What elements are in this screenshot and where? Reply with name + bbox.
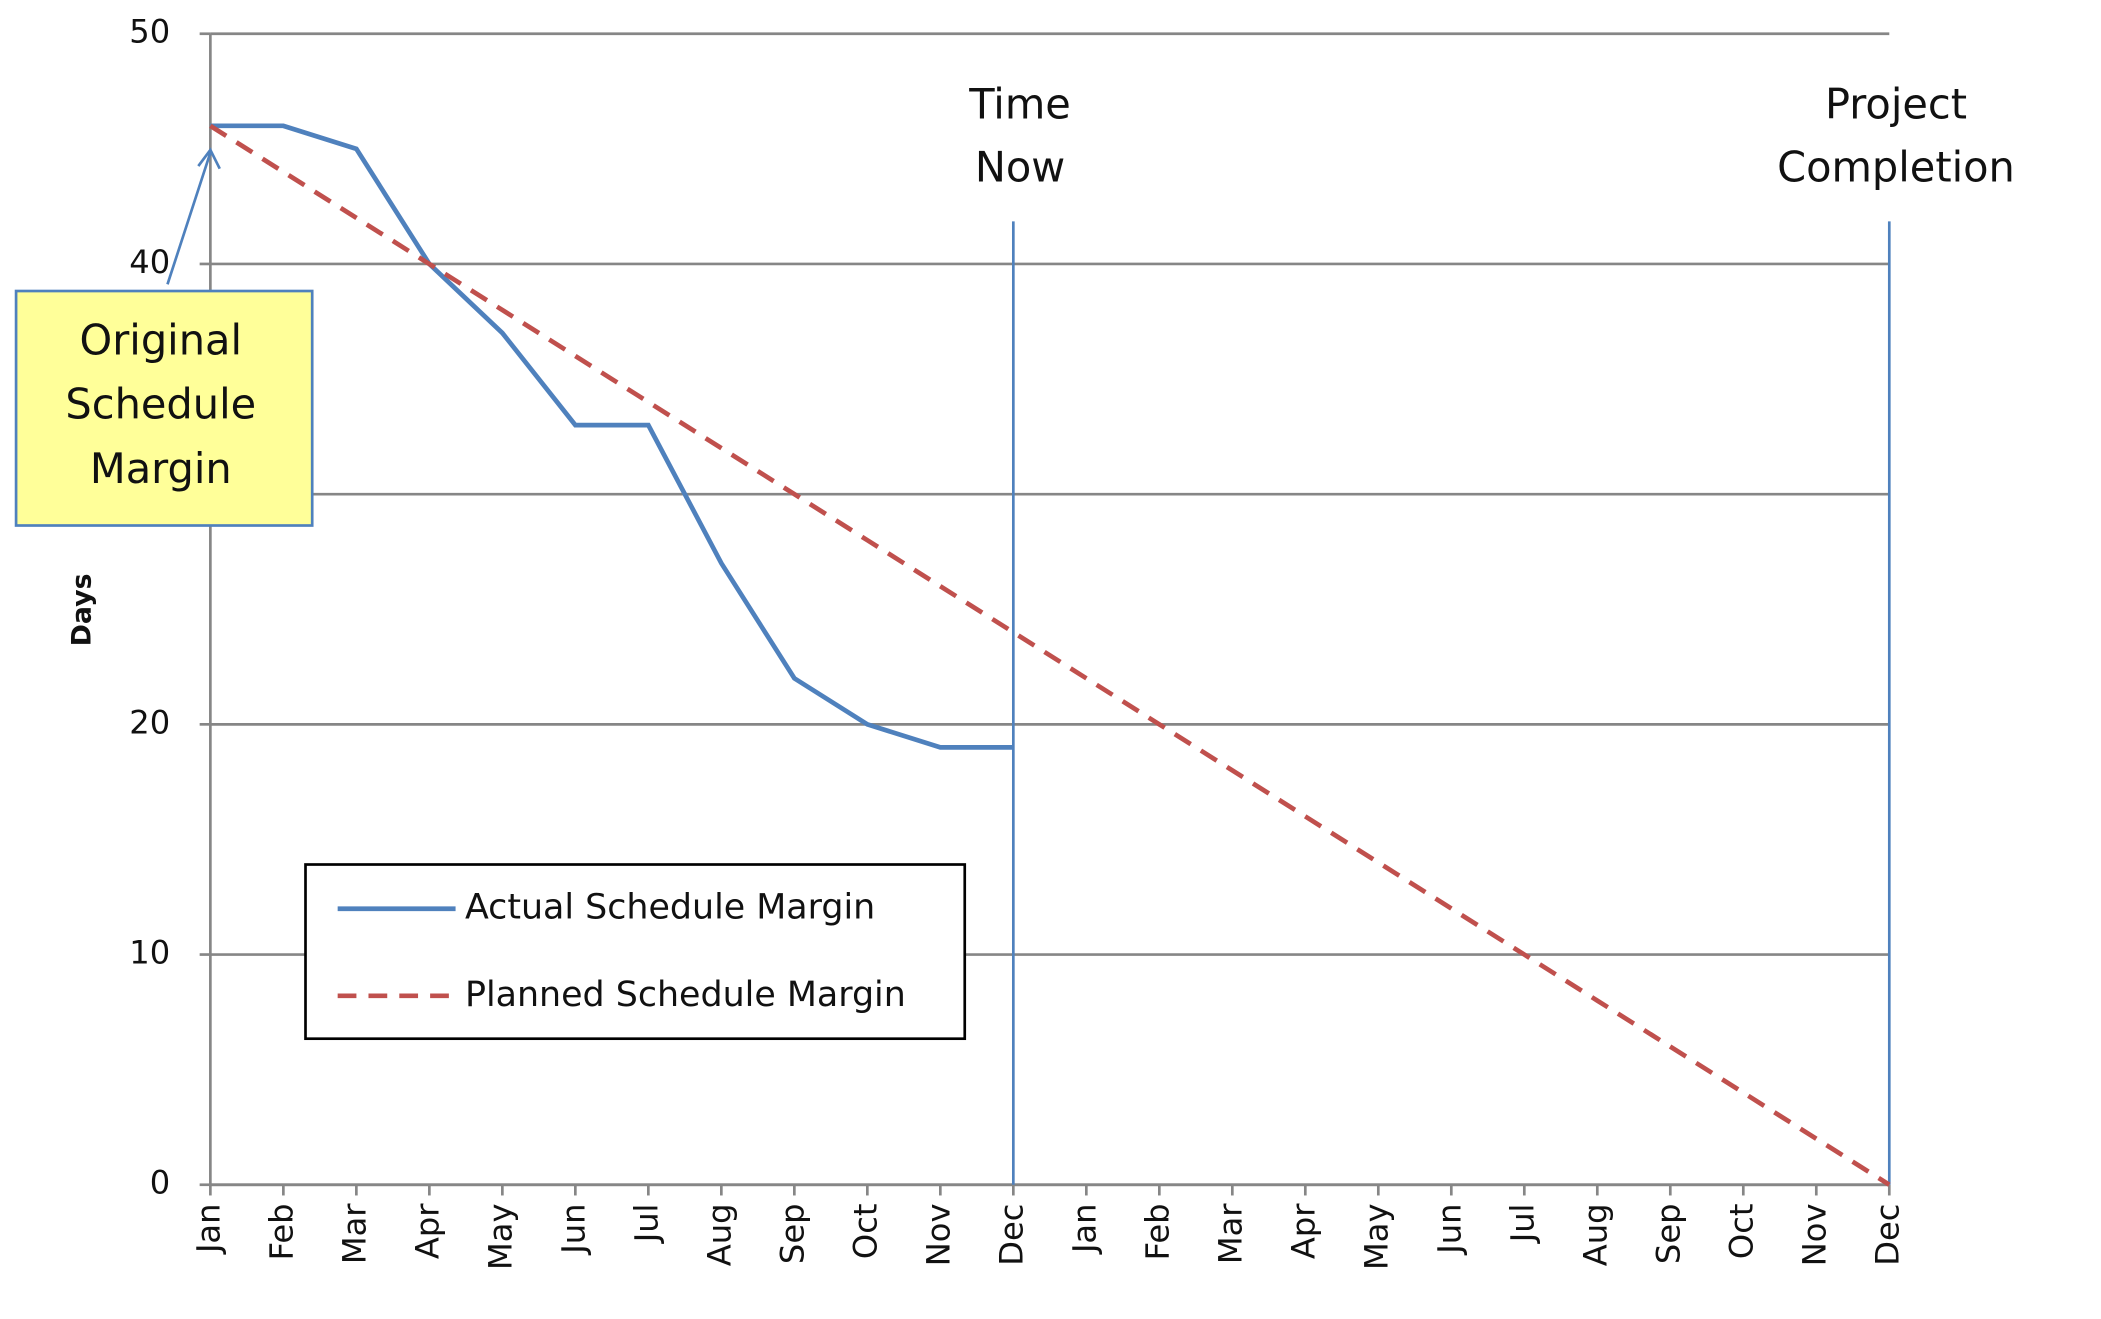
y-tick-label: 10 xyxy=(129,934,170,972)
x-tick-label: Jan xyxy=(1065,1204,1103,1256)
legend-label: Actual Schedule Margin xyxy=(465,888,875,928)
x-tick-label: Nov xyxy=(919,1204,957,1267)
x-tick-label: Oct xyxy=(846,1204,884,1260)
x-tick-label: Oct xyxy=(1722,1204,1760,1260)
x-tick-label: Aug xyxy=(1576,1204,1614,1267)
x-tick-label: Jan xyxy=(189,1204,227,1256)
x-tick-label: Feb xyxy=(262,1204,300,1261)
x-tick-label: Sep xyxy=(1649,1204,1687,1265)
y-tick-label: 40 xyxy=(129,243,170,281)
x-tick-label: Jul xyxy=(627,1204,665,1245)
y-tick-label: 0 xyxy=(150,1164,170,1202)
x-tick-label: Jun xyxy=(554,1204,592,1256)
marker-label: Project xyxy=(1825,79,1967,128)
marker-label: Completion xyxy=(1777,142,2015,191)
x-tick-label: Jun xyxy=(1430,1204,1468,1256)
y-tick-label: 50 xyxy=(129,13,170,51)
series-line xyxy=(209,123,1891,1187)
callout-text: Margin xyxy=(90,444,232,493)
x-tick-label: Sep xyxy=(773,1204,811,1265)
x-tick-label: Aug xyxy=(700,1204,738,1267)
marker-label: Now xyxy=(975,142,1065,191)
series-line xyxy=(210,123,1014,750)
x-tick-label: May xyxy=(481,1204,519,1270)
callout-arrow xyxy=(166,147,221,285)
callout-text: Schedule xyxy=(65,380,256,429)
x-tick-label: Jul xyxy=(1503,1204,1541,1245)
callout-text: Original xyxy=(80,315,242,364)
x-tick-label: May xyxy=(1357,1204,1395,1270)
x-tick-label: Mar xyxy=(335,1203,373,1264)
x-tick-label: Nov xyxy=(1795,1204,1833,1267)
legend-box xyxy=(304,863,967,1041)
marker-label: Time xyxy=(968,79,1071,128)
y-tick-label: 20 xyxy=(129,703,170,741)
x-tick-label: Dec xyxy=(992,1204,1030,1266)
x-tick-label: Apr xyxy=(1284,1203,1322,1259)
x-tick-label: Mar xyxy=(1211,1203,1249,1264)
x-tick-label: Dec xyxy=(1868,1204,1906,1266)
y-axis-label: Days xyxy=(67,573,98,646)
x-tick-label: Apr xyxy=(408,1203,446,1259)
legend-label: Planned Schedule Margin xyxy=(465,975,906,1015)
x-tick-label: Feb xyxy=(1138,1204,1176,1261)
callout-box xyxy=(14,289,314,527)
